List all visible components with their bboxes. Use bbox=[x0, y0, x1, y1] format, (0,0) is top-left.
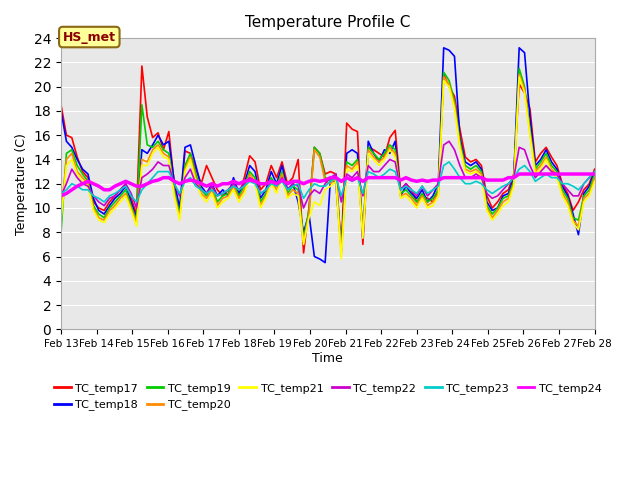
TC_temp18 bbox=[57, 108, 65, 114]
Line: TC_temp21: TC_temp21 bbox=[61, 77, 595, 259]
TC_temp21 bbox=[381, 156, 388, 162]
TC_temp17 bbox=[300, 250, 307, 256]
TC_temp21 bbox=[181, 168, 189, 174]
TC_temp24 bbox=[57, 193, 65, 199]
TC_temp23 bbox=[165, 168, 173, 174]
Y-axis label: Temperature (C): Temperature (C) bbox=[15, 133, 28, 235]
TC_temp24 bbox=[181, 179, 189, 184]
TC_temp17 bbox=[186, 151, 194, 156]
TC_temp24 bbox=[332, 175, 340, 180]
Line: TC_temp24: TC_temp24 bbox=[61, 174, 595, 196]
TC_temp20 bbox=[57, 211, 65, 217]
TC_temp18 bbox=[559, 183, 566, 189]
TC_temp19 bbox=[559, 187, 566, 192]
TC_temp17 bbox=[165, 129, 173, 134]
TC_temp22 bbox=[575, 193, 582, 199]
X-axis label: Time: Time bbox=[312, 352, 343, 365]
TC_temp18 bbox=[321, 260, 329, 265]
TC_temp20 bbox=[181, 166, 189, 172]
Line: TC_temp18: TC_temp18 bbox=[61, 48, 595, 263]
Line: TC_temp17: TC_temp17 bbox=[61, 66, 595, 253]
TC_temp24 bbox=[375, 175, 383, 180]
Text: HS_met: HS_met bbox=[63, 31, 116, 44]
TC_temp21 bbox=[337, 256, 345, 262]
TC_temp21 bbox=[591, 179, 598, 184]
TC_temp17 bbox=[559, 181, 566, 187]
TC_temp22 bbox=[591, 168, 598, 174]
Line: TC_temp19: TC_temp19 bbox=[61, 69, 595, 251]
TC_temp23 bbox=[575, 187, 582, 192]
TC_temp23 bbox=[186, 175, 194, 180]
TC_temp23 bbox=[57, 191, 65, 196]
TC_temp21 bbox=[57, 217, 65, 223]
TC_temp17 bbox=[386, 135, 394, 141]
TC_temp19 bbox=[159, 147, 167, 153]
TC_temp24 bbox=[553, 171, 561, 177]
TC_temp19 bbox=[337, 248, 345, 253]
TC_temp18 bbox=[181, 144, 189, 150]
TC_temp17 bbox=[591, 166, 598, 172]
TC_temp22 bbox=[337, 199, 345, 205]
TC_temp17 bbox=[343, 120, 351, 126]
TC_temp20 bbox=[591, 175, 598, 180]
TC_temp22 bbox=[165, 163, 173, 168]
TC_temp20 bbox=[332, 175, 340, 180]
TC_temp18 bbox=[575, 232, 582, 238]
TC_temp20 bbox=[159, 151, 167, 156]
TC_temp19 bbox=[181, 163, 189, 168]
TC_temp18 bbox=[337, 248, 345, 253]
TC_temp20 bbox=[515, 72, 523, 77]
TC_temp19 bbox=[381, 151, 388, 156]
TC_temp24 bbox=[591, 171, 598, 177]
TC_temp24 bbox=[569, 171, 577, 177]
TC_temp22 bbox=[132, 205, 140, 211]
TC_temp21 bbox=[159, 154, 167, 160]
TC_temp22 bbox=[57, 193, 65, 199]
TC_temp23 bbox=[381, 171, 388, 177]
TC_temp20 bbox=[381, 154, 388, 160]
TC_temp19 bbox=[575, 217, 582, 223]
TC_temp23 bbox=[559, 181, 566, 187]
TC_temp18 bbox=[440, 45, 447, 51]
TC_temp22 bbox=[186, 166, 194, 172]
Legend: TC_temp17, TC_temp18, TC_temp19, TC_temp20, TC_temp21, TC_temp22, TC_temp23, TC_: TC_temp17, TC_temp18, TC_temp19, TC_temp… bbox=[49, 379, 606, 415]
TC_temp22 bbox=[559, 181, 566, 187]
TC_temp19 bbox=[332, 171, 340, 177]
TC_temp19 bbox=[57, 229, 65, 235]
TC_temp23 bbox=[591, 168, 598, 174]
TC_temp20 bbox=[337, 251, 345, 257]
TC_temp17 bbox=[57, 102, 65, 108]
TC_temp23 bbox=[445, 159, 453, 165]
TC_temp21 bbox=[332, 179, 340, 184]
TC_temp17 bbox=[138, 63, 146, 69]
TC_temp24 bbox=[159, 175, 167, 180]
TC_temp23 bbox=[100, 199, 108, 205]
Line: TC_temp20: TC_temp20 bbox=[61, 74, 595, 254]
TC_temp22 bbox=[445, 138, 453, 144]
Line: TC_temp22: TC_temp22 bbox=[61, 141, 595, 208]
TC_temp19 bbox=[515, 66, 523, 72]
Title: Temperature Profile C: Temperature Profile C bbox=[245, 15, 410, 30]
TC_temp21 bbox=[575, 227, 582, 233]
TC_temp19 bbox=[591, 171, 598, 177]
TC_temp21 bbox=[515, 74, 523, 80]
TC_temp20 bbox=[575, 223, 582, 229]
TC_temp24 bbox=[515, 171, 523, 177]
TC_temp18 bbox=[159, 142, 167, 148]
TC_temp17 bbox=[575, 199, 582, 205]
TC_temp18 bbox=[381, 147, 388, 153]
TC_temp21 bbox=[559, 193, 566, 199]
TC_temp18 bbox=[591, 168, 598, 174]
Line: TC_temp23: TC_temp23 bbox=[61, 162, 595, 202]
TC_temp20 bbox=[559, 191, 566, 196]
TC_temp22 bbox=[381, 163, 388, 168]
TC_temp23 bbox=[337, 193, 345, 199]
